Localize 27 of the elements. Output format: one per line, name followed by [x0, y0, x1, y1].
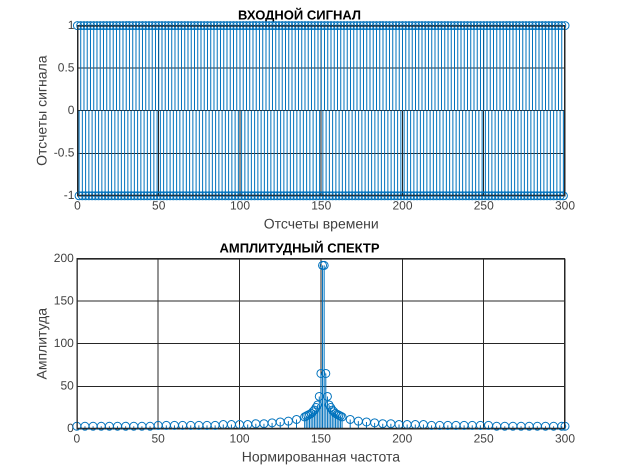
x-tick-label: 250 — [474, 431, 494, 446]
y-tick-label: 150 — [54, 293, 74, 308]
x-axis-title: Отсчеты времени — [264, 215, 379, 232]
x-tick-label: 250 — [474, 198, 494, 212]
y-tick-label: 200 — [54, 250, 74, 265]
x-tick-label: 200 — [392, 431, 413, 446]
y-tick-label: 1 — [68, 18, 75, 32]
y-tick-label: 0.5 — [58, 60, 75, 74]
x-tick-label: 150 — [311, 198, 332, 212]
x-tick-label: 100 — [230, 198, 250, 212]
chart-title: АМПЛИТУДНЫЙ СПЕКТР — [220, 240, 380, 256]
x-tick-label: 150 — [310, 431, 332, 446]
y-axis-title: Отсчеты сигнала — [33, 55, 50, 166]
y-tick-label: 50 — [60, 378, 74, 393]
x-tick-label: 50 — [152, 431, 166, 446]
x-tick-label: 200 — [392, 198, 413, 212]
y-axis-title: Амплитуда — [33, 308, 50, 380]
y-tick-label: 0 — [68, 103, 75, 118]
x-tick-label: 300 — [554, 431, 576, 446]
y-tick-label: -0.5 — [54, 146, 75, 160]
x-tick-label: 300 — [554, 198, 576, 212]
chart-title: ВХОДНОЙ СИГНАЛ — [238, 7, 362, 22]
x-tick-label: 50 — [152, 198, 166, 212]
x-tick-label: 100 — [230, 431, 250, 446]
x-axis-title: Нормированная частота — [242, 448, 400, 464]
y-tick-label: 100 — [54, 336, 74, 350]
y-tick-label: -1 — [64, 188, 75, 202]
